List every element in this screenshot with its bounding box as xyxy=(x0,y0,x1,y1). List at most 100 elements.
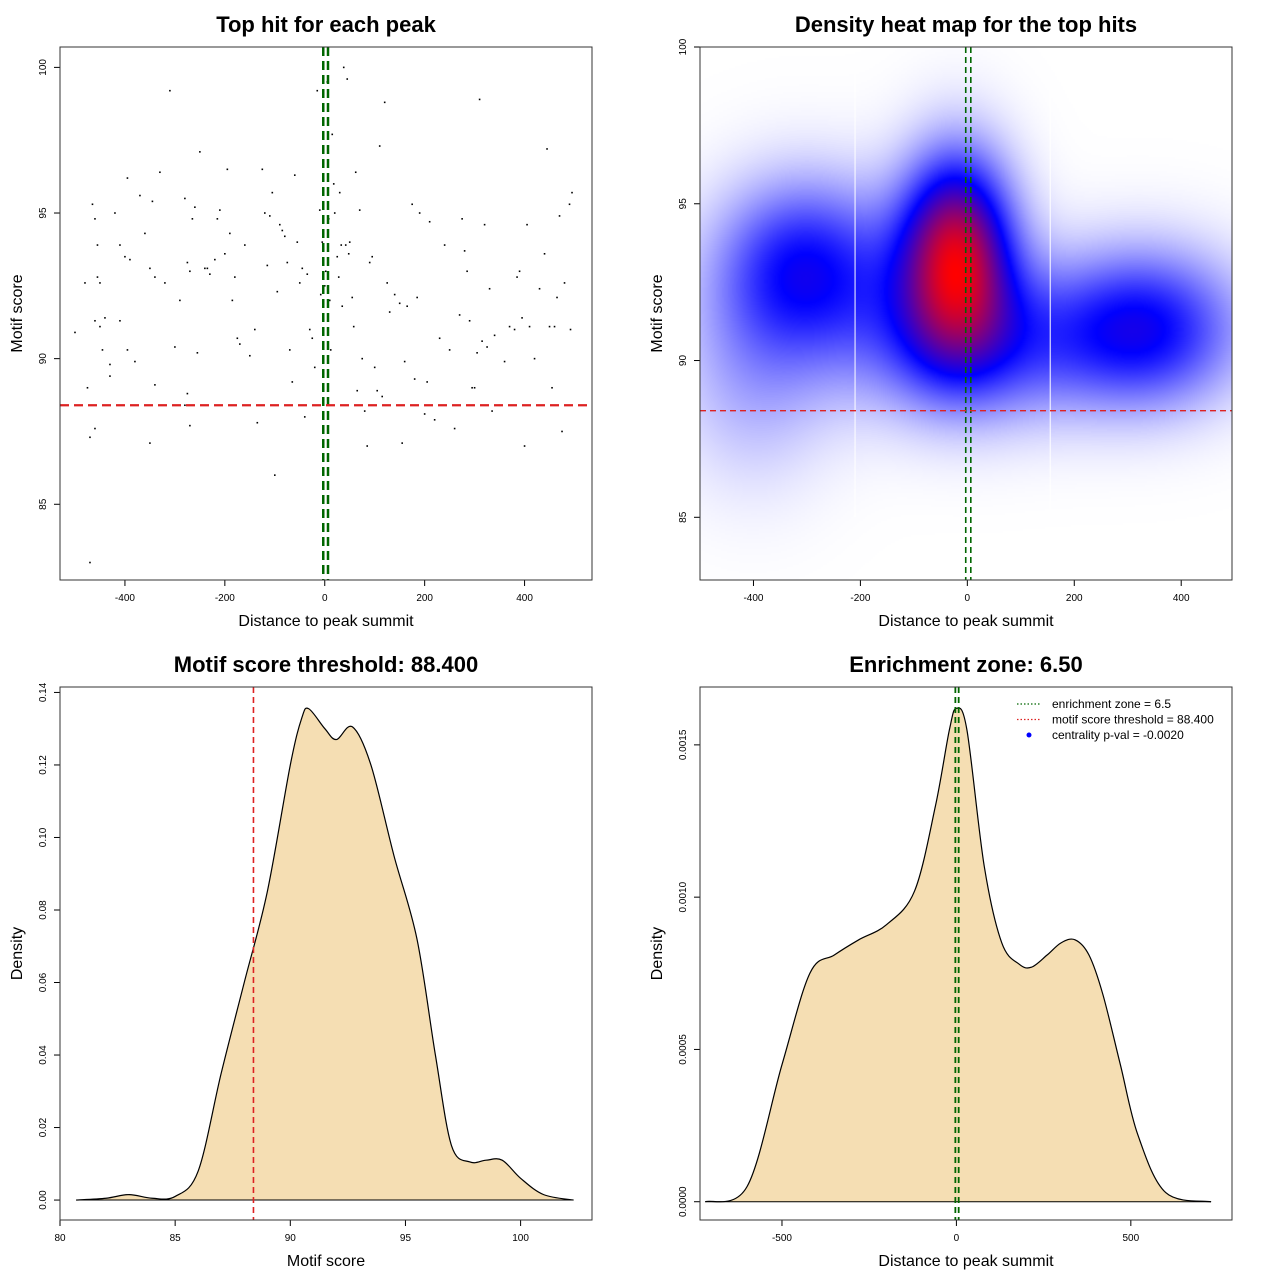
density-fill xyxy=(705,707,1212,1202)
data-point xyxy=(144,232,146,235)
plot-frame xyxy=(59,686,593,1221)
y-tick-label: 0.00 xyxy=(38,1190,49,1210)
data-point xyxy=(473,386,476,389)
data-point xyxy=(358,209,361,211)
data-point xyxy=(338,191,341,194)
data-point xyxy=(526,223,528,226)
data-point xyxy=(126,177,129,179)
data-point xyxy=(373,366,376,369)
y-tick-label: 85 xyxy=(38,498,49,510)
data-point xyxy=(206,267,209,270)
legend-entry: centrality p-val = -0.0020 xyxy=(1052,728,1184,742)
data-point xyxy=(264,212,266,214)
data-point xyxy=(344,244,347,246)
data-point xyxy=(386,282,388,284)
chart-title: Enrichment zone: 6.50 xyxy=(849,652,1083,677)
data-point xyxy=(89,436,91,439)
data-point xyxy=(453,427,456,430)
data-point xyxy=(551,386,553,389)
y-tick-label: 100 xyxy=(38,59,49,76)
data-point xyxy=(249,354,251,357)
data-point xyxy=(226,168,229,171)
x-tick-label: -500 xyxy=(772,1233,792,1244)
data-point xyxy=(189,424,191,427)
data-point xyxy=(438,337,441,340)
data-point xyxy=(101,349,104,351)
x-tick-label: 200 xyxy=(416,593,433,604)
data-point xyxy=(378,145,381,147)
x-tick-label: 100 xyxy=(512,1233,529,1244)
data-point xyxy=(461,218,463,220)
data-point xyxy=(114,212,116,214)
data-point xyxy=(413,378,416,380)
data-point xyxy=(556,296,558,299)
data-point xyxy=(428,220,431,223)
data-point xyxy=(91,203,94,206)
data-point xyxy=(194,206,196,208)
data-point xyxy=(340,244,343,246)
chart-title: Density heat map for the top hits xyxy=(795,12,1137,37)
data-point xyxy=(186,261,189,264)
data-point xyxy=(351,296,354,299)
y-tick-label: 0.0015 xyxy=(678,729,689,760)
data-point xyxy=(186,392,189,395)
plot-frame xyxy=(59,46,593,581)
y-axis-label: Motif score xyxy=(649,274,666,352)
data-point xyxy=(234,276,236,278)
x-axis-label: Distance to peak summit xyxy=(878,1253,1054,1270)
data-point xyxy=(256,421,259,424)
data-point xyxy=(393,293,396,296)
data-point xyxy=(129,258,131,261)
data-point xyxy=(561,430,563,433)
data-point xyxy=(486,346,488,348)
y-tick-label: 85 xyxy=(678,511,689,523)
data-point xyxy=(403,360,406,363)
y-tick-label: 95 xyxy=(38,207,49,219)
data-point xyxy=(151,200,154,203)
data-point xyxy=(348,241,351,243)
data-point xyxy=(119,244,121,246)
y-axis-label: Density xyxy=(649,927,666,980)
legend-entry: motif score threshold = 88.400 xyxy=(1052,713,1214,727)
data-point xyxy=(231,299,234,302)
data-point xyxy=(478,98,481,101)
data-point xyxy=(266,264,269,267)
data-point xyxy=(109,375,111,377)
x-axis-label: Motif score xyxy=(287,1253,365,1270)
data-point xyxy=(411,203,413,206)
data-point xyxy=(471,386,473,389)
data-point xyxy=(96,276,99,278)
data-point xyxy=(548,325,551,328)
data-point xyxy=(401,442,403,444)
data-point xyxy=(329,349,332,351)
data-point xyxy=(491,410,493,412)
data-point xyxy=(196,352,199,354)
y-tick-label: 0.08 xyxy=(38,900,49,920)
data-point xyxy=(154,276,156,278)
x-tick-label: 0 xyxy=(954,1233,960,1244)
data-point xyxy=(89,561,91,564)
data-point xyxy=(376,389,379,392)
data-point xyxy=(276,290,279,293)
data-point xyxy=(164,282,166,284)
y-tick-label: 0.10 xyxy=(38,827,49,847)
data-point xyxy=(468,319,471,322)
data-point xyxy=(318,209,321,211)
y-tick-label: 0.14 xyxy=(38,682,49,702)
data-point xyxy=(224,252,226,255)
data-point xyxy=(99,282,101,284)
data-point xyxy=(209,273,211,275)
data-point xyxy=(139,194,141,197)
y-axis-label: Motif score xyxy=(9,274,26,352)
data-point xyxy=(388,311,391,313)
data-point xyxy=(311,337,314,340)
data-point xyxy=(426,381,428,383)
x-tick-label: -200 xyxy=(215,593,235,604)
data-point xyxy=(488,287,491,290)
data-point xyxy=(273,474,276,476)
data-point xyxy=(337,276,340,278)
data-point xyxy=(563,282,566,284)
data-point xyxy=(94,319,96,322)
data-point xyxy=(538,287,541,290)
